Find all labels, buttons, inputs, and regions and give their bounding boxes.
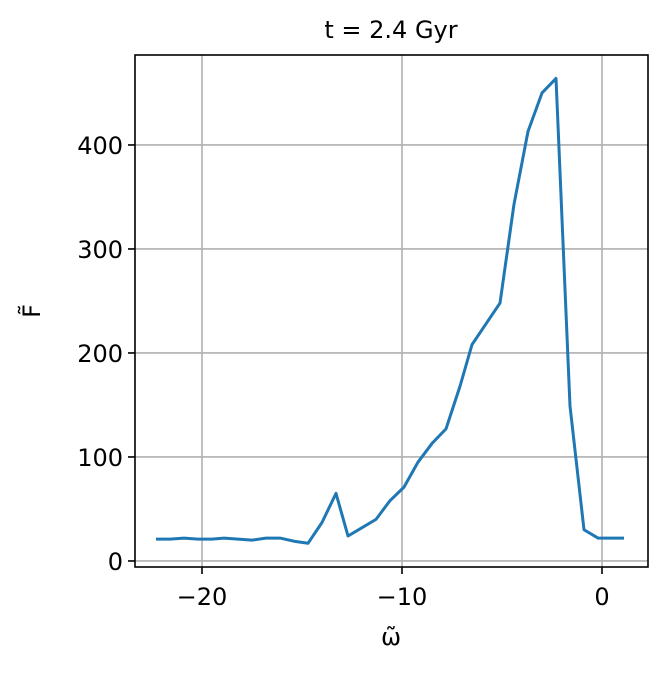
x-tick-label: −10 <box>377 583 428 611</box>
data-line <box>156 76 624 545</box>
y-tick-label: 400 <box>77 132 123 160</box>
x-tick-label: −20 <box>177 583 228 611</box>
y-tick-label: 200 <box>77 340 123 368</box>
y-tick-label: 100 <box>77 444 123 472</box>
plot-frame <box>134 54 649 568</box>
y-tick-label: 0 <box>108 548 123 576</box>
chart-title: t = 2.4 Gyr <box>324 16 457 44</box>
x-tick-label: 0 <box>594 583 609 611</box>
x-axis-label: ω̃ <box>381 623 401 651</box>
y-tick-label: 300 <box>77 236 123 264</box>
y-axis-label: F̃ <box>18 304 46 318</box>
